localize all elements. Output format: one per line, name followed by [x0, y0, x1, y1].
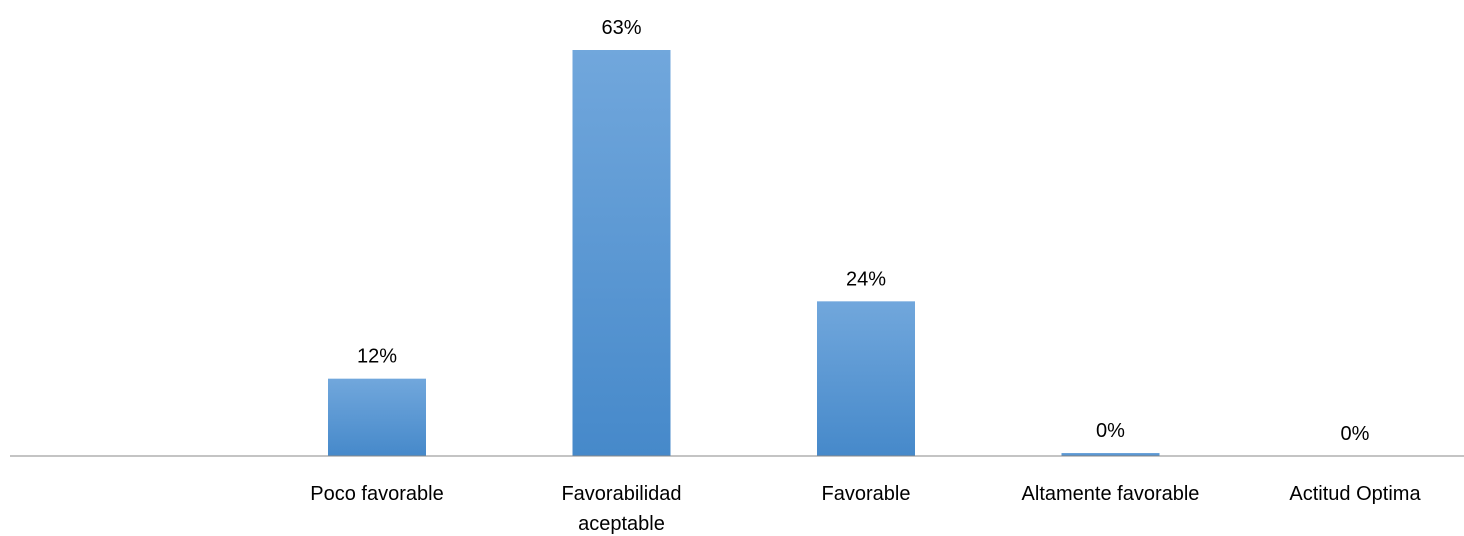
category-label-3: Altamente favorable — [1022, 483, 1200, 505]
data-label-4: 0% — [1341, 423, 1370, 445]
data-label-2: 24% — [846, 268, 886, 290]
category-labels-group: Poco favorable Favorabilidad aceptableFavo… — [310, 483, 1421, 535]
data-labels-group: 12% 63% 24% 0% 0% — [357, 17, 1370, 445]
bar-2 — [817, 301, 915, 456]
category-label-line: Altamente favorable — [1022, 483, 1200, 505]
category-label-line: Poco favorable — [310, 483, 443, 505]
category-label-line: Favorable — [822, 483, 911, 505]
bar-3 — [1061, 453, 1160, 456]
category-label-0: Poco favorable — [310, 483, 443, 505]
data-label-1: 63% — [601, 17, 641, 39]
category-label-line: aceptable — [578, 513, 665, 535]
category-label-line: Favorabilidad — [561, 483, 681, 505]
category-label-2: Favorable — [822, 483, 911, 505]
category-label-line: Actitud Optima — [1289, 483, 1421, 505]
bar-0 — [328, 378, 426, 456]
bars-group — [328, 50, 1160, 456]
data-label-3: 0% — [1096, 420, 1125, 442]
data-label-0: 12% — [357, 346, 397, 368]
bar-1 — [572, 50, 671, 456]
category-label-4: Actitud Optima — [1289, 483, 1421, 505]
category-label-1: Favorabilidad aceptable — [561, 483, 681, 535]
